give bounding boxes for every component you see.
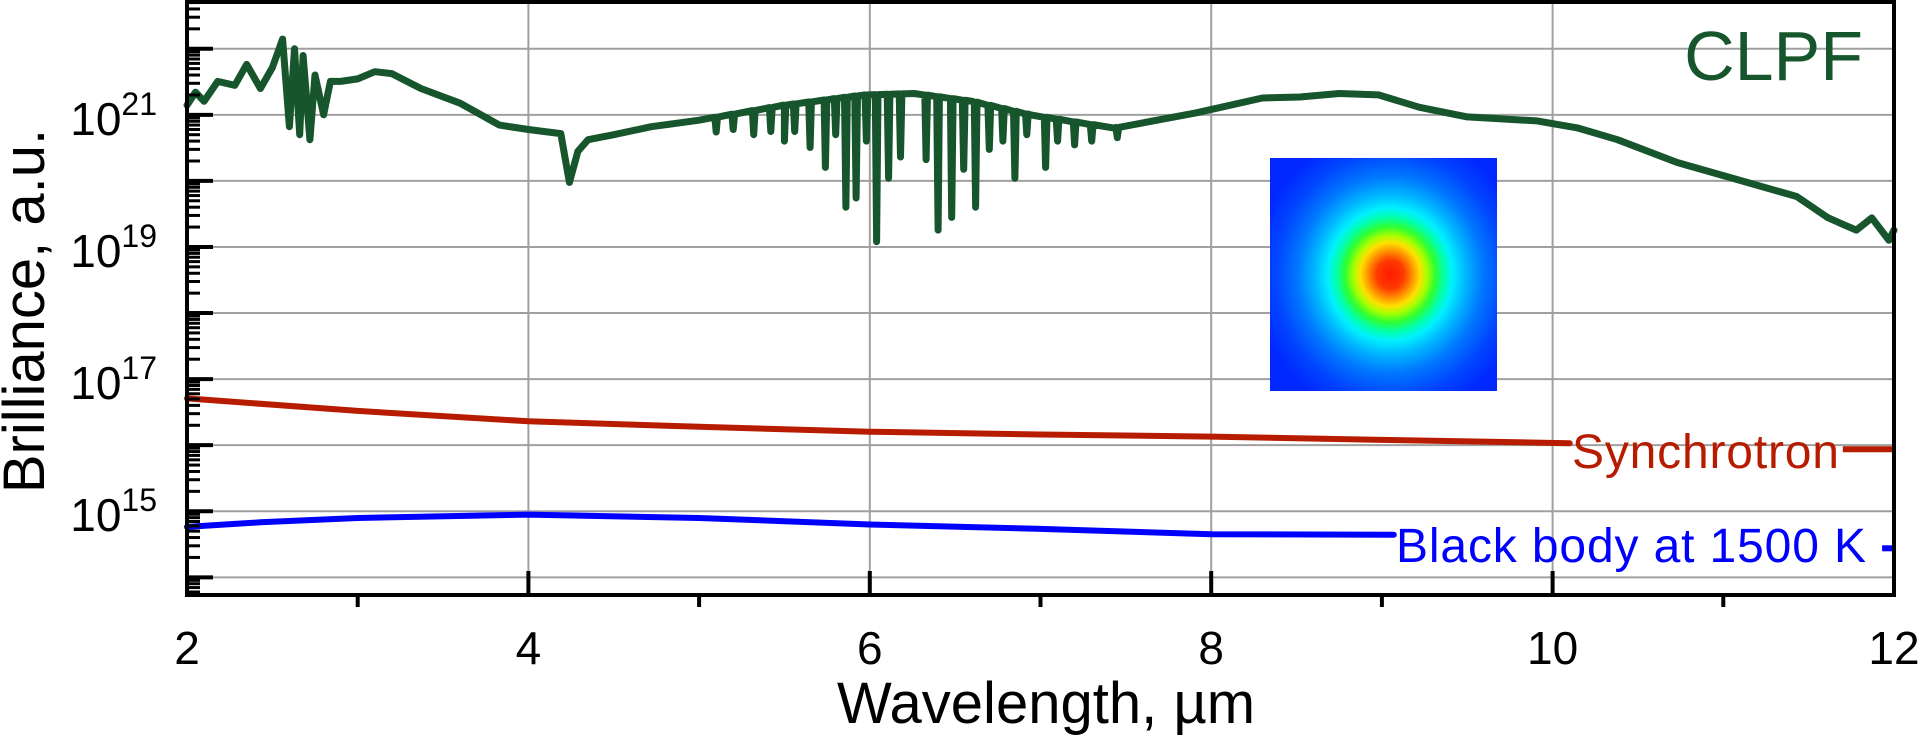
synchrotron-curve xyxy=(184,395,1573,447)
x-axis-title: Wavelength, µm xyxy=(837,671,1255,736)
synchrotron-series-label: Synchrotron xyxy=(1572,426,1839,479)
y-tick-label: 1015 xyxy=(70,482,157,541)
blackbody-curve xyxy=(184,511,1397,538)
beam-profile-inset-image xyxy=(1270,158,1497,391)
x-tick-label: 4 xyxy=(516,622,542,674)
y-tick-labels: 1015 1017 1019 1021 xyxy=(70,86,157,541)
x-tick-label: 6 xyxy=(857,622,883,674)
x-tick-labels: 2 4 6 8 10 12 xyxy=(174,622,1919,674)
grid xyxy=(187,2,1894,595)
y-tick-base: 10 xyxy=(70,93,121,145)
y-tick-label: 1019 xyxy=(70,218,157,277)
clpf-series-label: CLPF xyxy=(1684,17,1863,95)
y-tick-label: 1021 xyxy=(70,86,157,145)
y-tick-exponent: 19 xyxy=(121,218,157,254)
clpf-curve xyxy=(183,35,1898,246)
plot-frame xyxy=(185,0,1896,597)
y-tick-exponent: 17 xyxy=(121,350,157,386)
blackbody-series-label: Black body at 1500 K xyxy=(1396,520,1866,573)
y-tick-base: 10 xyxy=(70,489,121,541)
x-tick-label: 8 xyxy=(1198,622,1224,674)
y-tick-exponent: 21 xyxy=(121,86,157,122)
y-tick-base: 10 xyxy=(70,225,121,277)
x-tick-label: 2 xyxy=(174,622,200,674)
x-tick-label: 12 xyxy=(1868,622,1919,674)
x-tick-label: 10 xyxy=(1527,622,1578,674)
y-axis-title: Brilliance, a.u. xyxy=(0,129,57,493)
series-layer xyxy=(183,35,1898,552)
y-tick-exponent: 15 xyxy=(121,482,157,518)
y-tick-label: 1017 xyxy=(70,350,157,409)
y-tick-base: 10 xyxy=(70,357,121,409)
